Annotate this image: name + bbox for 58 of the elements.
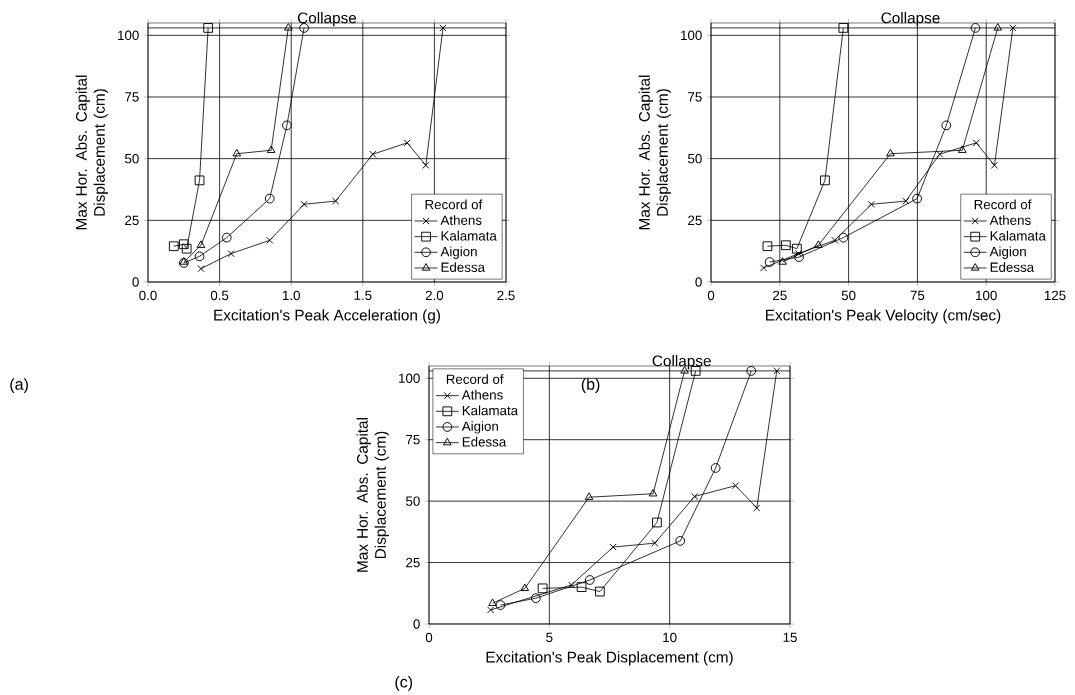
legend-title: Record of: [974, 199, 1032, 210]
y-tick-label: 0: [695, 277, 702, 287]
y-tick-label: 25: [125, 215, 139, 226]
x-tick-label: 0.0: [139, 290, 157, 301]
legend-label: Athens: [440, 215, 482, 225]
x-tick-label: 125: [1044, 290, 1066, 301]
y-tick-label: 50: [688, 153, 702, 164]
y-tick-label: 0: [413, 619, 420, 629]
legend-label: Edessa: [462, 436, 507, 447]
legend-label: Aigion: [989, 246, 1026, 259]
x-tick-label: 1.0: [282, 290, 300, 301]
y-tick-label: 100: [681, 30, 702, 41]
x-tick-label: 10: [663, 632, 677, 643]
legend-title: Record of: [425, 199, 483, 210]
legend-label: Kalamata: [441, 230, 497, 241]
legend-label: Edessa: [990, 262, 1035, 272]
legend-label: Kalamata: [462, 405, 519, 416]
text: (c): [395, 675, 413, 691]
y-tick-label: 0: [132, 277, 139, 287]
y-tick-label: 100: [399, 373, 420, 383]
x-tick-label: 15: [783, 632, 797, 642]
x-tick-label: 25: [773, 290, 787, 301]
x-tick-label: 2.5: [497, 290, 515, 301]
x-tick-label: 2.0: [425, 290, 444, 301]
y-tick-label: 50: [406, 496, 420, 506]
x-tick-label: 5: [546, 632, 553, 642]
legend-label: Aigion: [461, 421, 498, 434]
y-tick-label: 75: [406, 435, 420, 445]
x-axis-title: Excitation's Peak Velocity (cm/sec): [766, 309, 1001, 324]
x-axis-title: Excitation's Peak Displacement (cm): [486, 651, 733, 666]
y-axis-title: Max Hor. Abs. Capital Displacement (cm): [75, 75, 108, 230]
legend-title: Record of: [446, 374, 504, 384]
x-tick-label: 0: [425, 632, 433, 643]
y-axis-title: Max Hor. Abs. Capital Displacement (cm): [356, 418, 389, 572]
y-tick-label: 50: [125, 153, 139, 164]
x-tick-label: 0: [707, 290, 715, 301]
legend-label: Athens: [461, 389, 503, 400]
x-axis-title: Excitation's Peak Acceleration (g): [214, 309, 440, 324]
x-tick-label: 75: [910, 290, 925, 300]
x-tick-label: 0.5: [210, 290, 229, 301]
legend-label: Edessa: [441, 262, 485, 272]
y-axis-title: Max Hor. Abs. Capital Displacement (cm): [638, 75, 671, 230]
text: (a): [10, 378, 28, 394]
y-tick-label: 75: [125, 92, 139, 102]
legend-label: Kalamata: [990, 230, 1046, 241]
y-tick-label: 25: [688, 215, 702, 226]
legend-label: Athens: [989, 215, 1031, 225]
y-tick-label: 25: [406, 557, 420, 568]
annotation: (b): [581, 378, 600, 394]
y-tick-label: 100: [118, 30, 139, 41]
y-tick-label: 75: [688, 92, 702, 102]
x-tick-label: 50: [841, 290, 856, 301]
x-tick-label: 100: [976, 290, 997, 301]
ref-line-label: Collapse: [652, 355, 711, 370]
ref-line-label: Collapse: [297, 12, 357, 27]
ref-line-label: Collapse: [881, 12, 940, 27]
legend-label: Aigion: [440, 246, 477, 259]
x-tick-label: 1.5: [354, 290, 372, 300]
